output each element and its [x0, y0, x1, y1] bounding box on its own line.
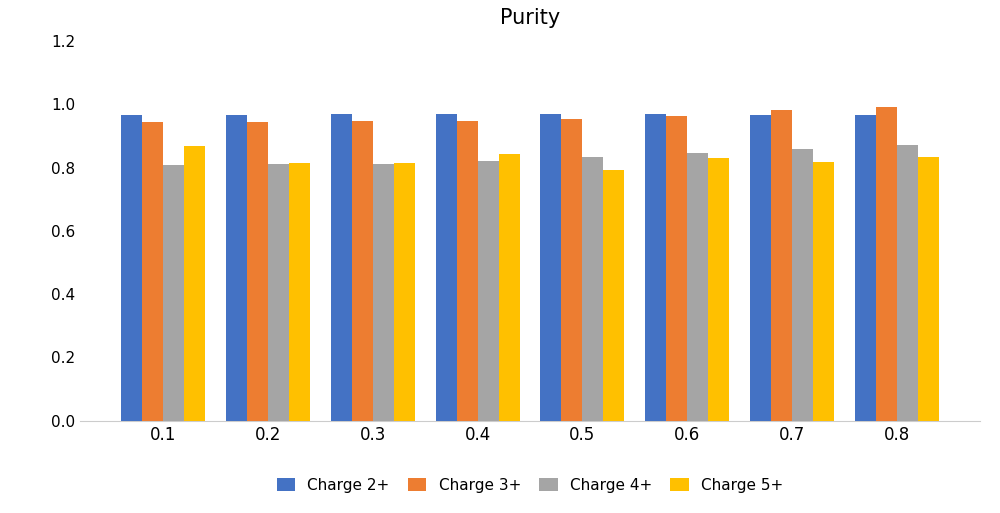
Bar [352, 121, 373, 421]
Bar [771, 110, 792, 421]
Bar [268, 164, 289, 421]
Bar [897, 145, 918, 421]
Bar [142, 122, 163, 421]
Bar [163, 165, 184, 421]
Bar [855, 115, 876, 421]
Bar [582, 156, 603, 421]
Bar [561, 119, 582, 421]
Bar [457, 121, 478, 421]
Bar [603, 170, 624, 421]
Bar [750, 115, 771, 421]
Bar [247, 122, 268, 421]
Bar [813, 162, 834, 421]
Bar [499, 154, 520, 421]
Bar [478, 161, 499, 421]
Legend: Charge 2+, Charge 3+, Charge 4+, Charge 5+: Charge 2+, Charge 3+, Charge 4+, Charge … [277, 478, 783, 492]
Bar [289, 163, 310, 421]
Bar [918, 156, 939, 421]
Bar [394, 163, 415, 421]
Bar [331, 114, 352, 421]
Bar [645, 114, 666, 421]
Bar [540, 114, 561, 421]
Bar [792, 149, 813, 421]
Bar [436, 114, 457, 421]
Bar [876, 107, 897, 421]
Bar [226, 115, 247, 421]
Bar [121, 115, 142, 421]
Bar [373, 164, 394, 421]
Bar [708, 158, 729, 421]
Bar [184, 146, 205, 421]
Bar [666, 116, 687, 421]
Bar [687, 153, 708, 421]
Title: Purity: Purity [500, 8, 560, 28]
